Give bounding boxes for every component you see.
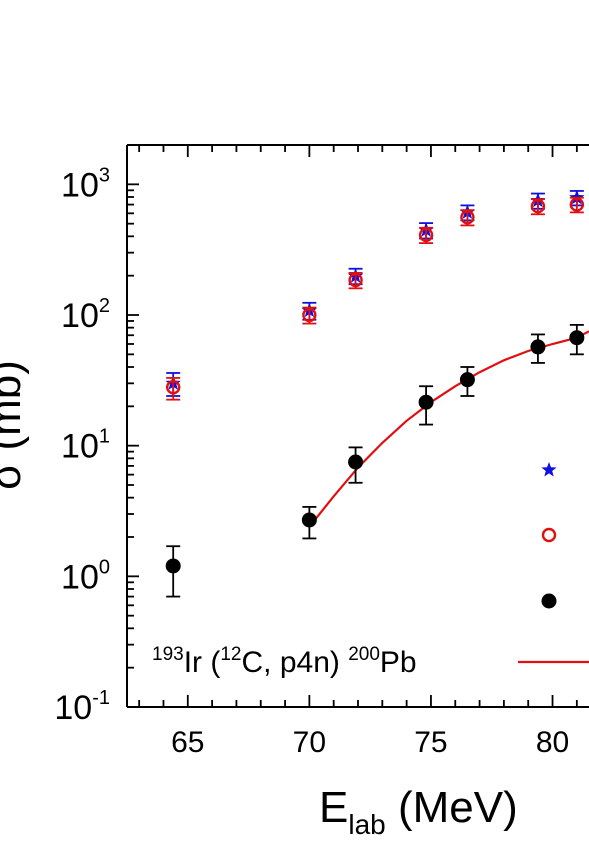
open-circle-point <box>348 272 363 288</box>
fit-curve-layer <box>308 330 589 528</box>
open-circle-point <box>302 307 317 323</box>
filled-circle-point <box>459 372 475 388</box>
filled-circle-point <box>530 339 546 355</box>
legend-marker-filled-circle <box>541 593 557 609</box>
filled-circle-point <box>348 454 364 470</box>
axis-ticks <box>127 144 578 708</box>
data-points-layer <box>165 189 585 598</box>
open-circle-point <box>460 210 475 225</box>
x-tick-label: 80 <box>536 726 569 759</box>
filled-circle-point <box>301 512 317 528</box>
filled-circle-point <box>569 330 585 346</box>
filled-circle-point <box>165 558 181 574</box>
y-tick-label: 102 <box>61 295 110 335</box>
open-circle-point <box>418 227 434 243</box>
x-tick-label: 70 <box>293 726 326 759</box>
y-tick-label: 10-1 <box>54 687 110 727</box>
fit-curve <box>308 330 589 528</box>
y-tick-label: 100 <box>61 556 110 596</box>
y-axis-title: σ (mb) <box>0 360 30 490</box>
open-circle-point <box>530 199 546 214</box>
legend-curve-label: 193Ir (12C, p4n) 200Pb <box>152 644 417 679</box>
legend-marker-star <box>541 462 557 477</box>
open-circle-point <box>569 197 585 212</box>
open-circle-point <box>165 380 181 395</box>
legend: 193Ir (12C, p4n) 200Pb <box>152 462 589 679</box>
x-axis-title: Elab (MeV) <box>319 783 518 840</box>
filled-circle-point <box>418 394 434 410</box>
y-tick-label: 103 <box>61 164 110 204</box>
y-tick-label: 101 <box>61 426 110 466</box>
legend-marker-open-circle <box>541 527 557 543</box>
x-tick-label: 65 <box>171 726 204 759</box>
x-tick-label: 75 <box>414 726 447 759</box>
